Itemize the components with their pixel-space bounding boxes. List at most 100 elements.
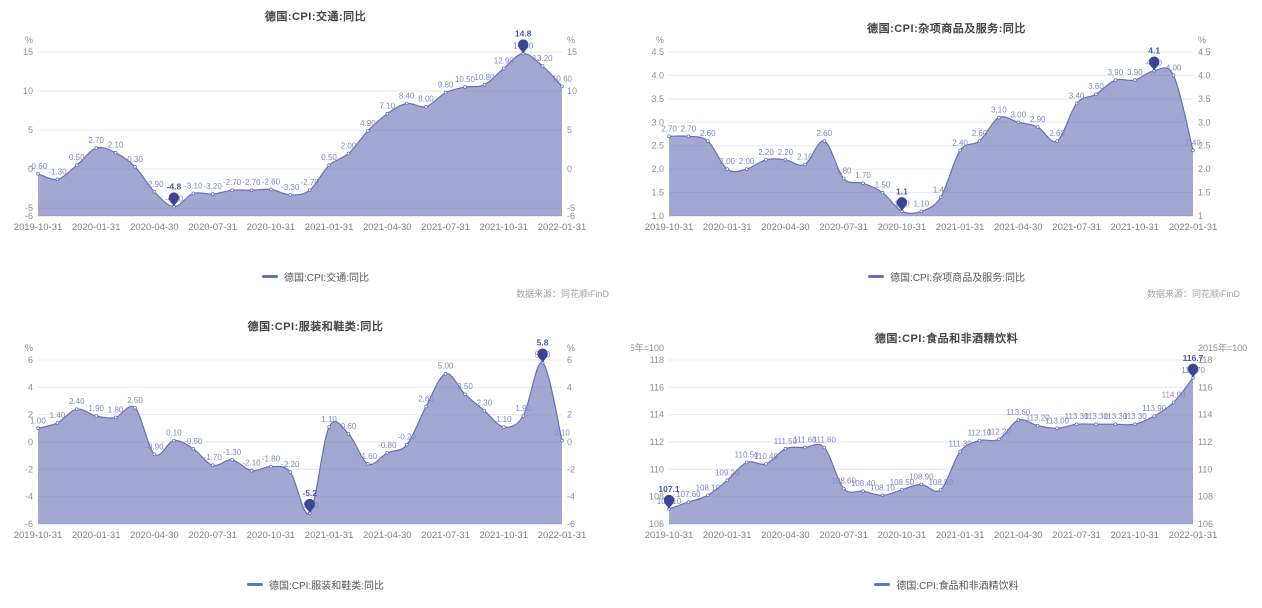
legend-transport[interactable]: 德国:CPI:交通:同比: [0, 269, 631, 284]
legend-food[interactable]: 德国:CPI:食品和非酒精饮料: [631, 577, 1262, 592]
svg-text:1.00: 1.00: [30, 416, 46, 425]
svg-text:2015年=100: 2015年=100: [631, 342, 664, 353]
svg-text:2020-01-31: 2020-01-31: [72, 530, 121, 541]
chart-canvas-misc-goods[interactable]: % % 4.5 4.5 4.0 4.0 3.5 3.5 3.0 3.0 2.5 2.5 2.0 2.0 1.…: [631, 30, 1262, 266]
svg-text:0.30: 0.30: [127, 155, 143, 164]
svg-text:10: 10: [23, 86, 33, 96]
legend-label-food: 德国:CPI:食品和非酒精饮料: [896, 581, 1019, 592]
svg-text:112.10: 112.10: [968, 429, 992, 438]
svg-text:-1.30: -1.30: [223, 448, 242, 457]
svg-text:1.0: 1.0: [651, 211, 664, 221]
svg-text:2.40: 2.40: [952, 138, 968, 147]
svg-text:3.10: 3.10: [991, 106, 1007, 115]
svg-text:2.10: 2.10: [797, 153, 813, 162]
svg-text:10.60: 10.60: [552, 74, 573, 83]
chart-title-food: 德国:CPI:食品和非酒精饮料: [874, 333, 1019, 345]
svg-text:4.0: 4.0: [1198, 70, 1211, 80]
svg-text:-2.70: -2.70: [242, 178, 261, 187]
svg-text:2021-07-31: 2021-07-31: [421, 222, 470, 233]
svg-text:0.10: 0.10: [554, 429, 570, 438]
svg-text:2.60: 2.60: [1049, 129, 1065, 138]
svg-text:-6: -6: [25, 519, 33, 529]
svg-text:3.5: 3.5: [651, 94, 664, 104]
svg-text:2021-07-31: 2021-07-31: [1052, 222, 1101, 233]
svg-text:-6: -6: [25, 211, 33, 221]
svg-text:-1.30: -1.30: [48, 167, 67, 176]
svg-text:4.90: 4.90: [360, 119, 376, 128]
svg-text:2020-04-30: 2020-04-30: [761, 530, 810, 541]
svg-text:-0.90: -0.90: [145, 442, 164, 451]
svg-text:1.70: 1.70: [855, 171, 871, 180]
svg-text:3.00: 3.00: [1011, 110, 1027, 119]
svg-text:-2.90: -2.90: [145, 180, 164, 189]
svg-text:1.1: 1.1: [896, 186, 908, 196]
svg-text:1.10: 1.10: [914, 199, 930, 208]
legend-line-marker-icon: [867, 275, 884, 278]
svg-text:111.50: 111.50: [774, 437, 798, 446]
svg-text:3.60: 3.60: [1088, 82, 1104, 91]
svg-text:-0.80: -0.80: [378, 441, 397, 450]
svg-text:2.5: 2.5: [1198, 141, 1211, 151]
legend-line-marker-icon: [874, 583, 891, 586]
svg-text:2021-10-31: 2021-10-31: [479, 530, 528, 541]
svg-text:111.60: 111.60: [793, 436, 817, 445]
svg-text:110.50: 110.50: [735, 451, 759, 460]
svg-text:3.0: 3.0: [651, 117, 664, 127]
svg-text:1.5: 1.5: [651, 188, 664, 198]
svg-text:6: 6: [28, 355, 33, 365]
svg-text:2019-10-31: 2019-10-31: [645, 222, 694, 233]
svg-text:2.30: 2.30: [477, 399, 493, 408]
svg-text:114.90: 114.90: [1162, 390, 1186, 399]
svg-text:2.0: 2.0: [651, 164, 664, 174]
svg-text:4.1: 4.1: [1148, 46, 1160, 56]
svg-text:110.40: 110.40: [754, 452, 778, 461]
svg-text:2.60: 2.60: [418, 395, 434, 404]
svg-text:111.60: 111.60: [813, 436, 837, 445]
svg-text:113.30: 113.30: [1103, 412, 1127, 421]
svg-text:2019-10-31: 2019-10-31: [14, 530, 63, 541]
svg-text:1.90: 1.90: [88, 404, 104, 413]
data-source-note: 数据来源：同花顺iFinD: [1146, 289, 1240, 299]
svg-text:-0.60: -0.60: [29, 162, 48, 171]
svg-text:1.10: 1.10: [321, 415, 337, 424]
svg-text:112: 112: [650, 437, 664, 447]
svg-text:0: 0: [567, 164, 572, 174]
svg-text:108.50: 108.50: [890, 478, 915, 487]
legend-clothing[interactable]: 德国:CPI:服装和鞋类:同比: [0, 577, 631, 592]
legend-misc-goods[interactable]: 德国:CPI:杂项商品及服务:同比: [631, 269, 1262, 284]
svg-text:1.10: 1.10: [496, 415, 512, 424]
svg-text:5: 5: [28, 125, 33, 135]
svg-text:0: 0: [28, 164, 33, 174]
legend-label-misc-goods: 德国:CPI:杂项商品及服务:同比: [889, 273, 1025, 284]
svg-text:1.80: 1.80: [108, 405, 124, 414]
chart-canvas-food[interactable]: 2015年=100 2015年=100 118 118 116 116 114 114 112 1…: [631, 338, 1262, 574]
svg-text:114: 114: [1198, 410, 1212, 420]
svg-text:2020-04-30: 2020-04-30: [761, 222, 810, 233]
svg-text:2020-10-31: 2020-10-31: [247, 530, 296, 541]
svg-text:2015年=100: 2015年=100: [1198, 342, 1247, 353]
svg-text:113.90: 113.90: [1142, 404, 1166, 413]
svg-text:2019-10-31: 2019-10-31: [14, 222, 63, 233]
svg-text:3.5: 3.5: [1198, 94, 1211, 104]
svg-text:3.90: 3.90: [1108, 68, 1124, 77]
svg-text:-5: -5: [25, 203, 33, 213]
svg-text:112.20: 112.20: [987, 427, 1011, 436]
svg-text:2022-01-31: 2022-01-31: [538, 222, 587, 233]
svg-text:2.60: 2.60: [700, 129, 716, 138]
svg-text:2020-10-31: 2020-10-31: [247, 222, 296, 233]
svg-text:116: 116: [1198, 382, 1212, 392]
svg-text:116: 116: [650, 382, 664, 392]
svg-text:116.7: 116.7: [1183, 353, 1204, 363]
svg-text:108.40: 108.40: [851, 479, 876, 488]
svg-text:107.1: 107.1: [658, 484, 680, 494]
svg-text:4.5: 4.5: [651, 47, 664, 57]
svg-text:-3.10: -3.10: [184, 181, 203, 190]
svg-text:-6: -6: [567, 211, 575, 221]
svg-text:-3.20: -3.20: [204, 182, 223, 191]
svg-text:13.20: 13.20: [533, 54, 554, 63]
svg-text:6: 6: [567, 355, 572, 365]
svg-text:-4: -4: [567, 492, 575, 502]
svg-text:2.40: 2.40: [69, 397, 85, 406]
